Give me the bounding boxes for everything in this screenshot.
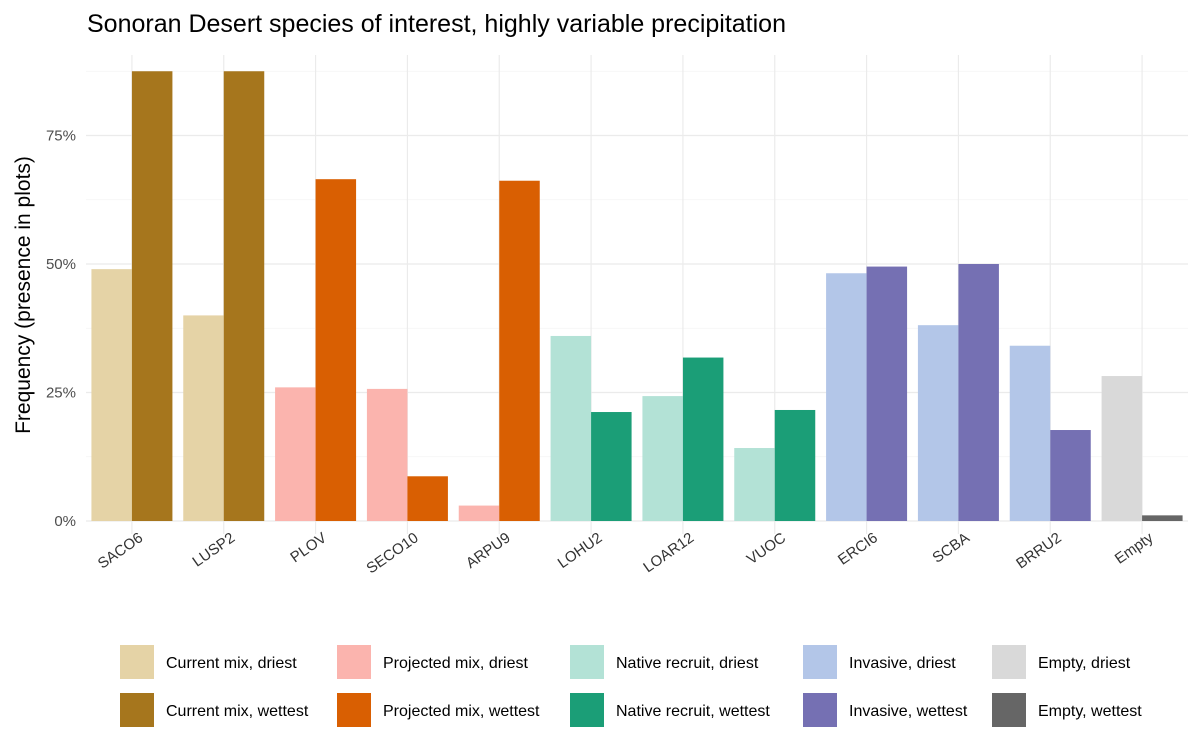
bar-scba-driest xyxy=(917,325,959,521)
legend-key xyxy=(337,645,371,679)
legend-label: Empty, wettest xyxy=(1038,703,1142,720)
legend-label: Invasive, wettest xyxy=(849,703,968,720)
bar-loar12-wettest xyxy=(682,357,724,521)
legend-label: Native recruit, wettest xyxy=(616,703,770,720)
y-tick-label: 50% xyxy=(46,256,76,273)
bar-seco10-wettest xyxy=(407,476,448,521)
bar-lusp2-wettest xyxy=(223,71,265,521)
legend-key xyxy=(337,693,371,727)
bar-empty-wettest xyxy=(1142,515,1183,521)
y-axis-ticks: 0% 25% 50% 75% xyxy=(46,128,76,531)
legend-label: Projected mix, driest xyxy=(383,655,528,672)
y-tick-label: 75% xyxy=(46,128,76,145)
y-axis-title: Frequency (presence in plots) xyxy=(12,156,35,434)
bar-saco6-driest xyxy=(91,269,132,521)
bar-brru2-wettest xyxy=(1050,430,1091,521)
x-axis-ticks: SACO6 LUSP2 PLOV SECO10 ARPU9 LOHU2 LOAR12 VUOC… xyxy=(95,529,1157,577)
legend: Current mix, driest Current mix, wettest P… xyxy=(120,645,1142,727)
x-tick-label: VUOC xyxy=(744,529,789,568)
x-tick-label: PLOV xyxy=(287,529,330,566)
bar-erci6-wettest xyxy=(866,266,908,521)
bar-empty-driest xyxy=(1101,376,1143,521)
bar-vuoc-driest xyxy=(734,448,775,521)
x-tick-label: SACO6 xyxy=(95,529,146,572)
bar-seco10-driest xyxy=(366,388,408,521)
bar-saco6-wettest xyxy=(131,71,173,521)
legend-label: Empty, driest xyxy=(1038,655,1131,672)
bar-arpu9-driest xyxy=(458,505,500,521)
x-tick-label: ERCI6 xyxy=(835,529,881,568)
legend-label: Invasive, driest xyxy=(849,655,956,672)
x-tick-label: SECO10 xyxy=(363,529,421,577)
x-tick-label: Empty xyxy=(1112,529,1157,568)
legend-label: Native recruit, driest xyxy=(616,655,759,672)
legend-label: Current mix, wettest xyxy=(166,703,309,720)
legend-key xyxy=(992,693,1026,727)
legend-key xyxy=(570,693,604,727)
x-tick-label: LUSP2 xyxy=(189,529,238,570)
x-tick-label: LOHU2 xyxy=(555,529,606,572)
bar-scba-wettest xyxy=(958,264,999,521)
legend-label: Current mix, driest xyxy=(166,655,297,672)
x-tick-label: ARPU9 xyxy=(463,529,514,572)
y-tick-label: 25% xyxy=(46,385,76,402)
legend-key xyxy=(120,693,154,727)
bar-loar12-driest xyxy=(642,396,683,521)
x-tick-label: SCBA xyxy=(929,529,972,566)
bar-lusp2-driest xyxy=(183,315,224,521)
chart-title: Sonoran Desert species of interest, high… xyxy=(87,10,786,38)
bar-plov-wettest xyxy=(315,179,357,521)
legend-key xyxy=(570,645,604,679)
bar-vuoc-wettest xyxy=(774,409,816,521)
x-tick-label: BRRU2 xyxy=(1013,529,1064,572)
bar-brru2-driest xyxy=(1009,345,1051,521)
bar-erci6-driest xyxy=(826,273,867,521)
bar-lohu2-wettest xyxy=(591,412,632,521)
legend-key xyxy=(992,645,1026,679)
legend-key xyxy=(120,645,154,679)
legend-label: Projected mix, wettest xyxy=(383,703,540,720)
legend-key xyxy=(803,693,837,727)
bar-arpu9-wettest xyxy=(499,180,540,522)
bars-layer xyxy=(91,71,1183,522)
y-tick-label: 0% xyxy=(54,513,76,530)
bar-lohu2-driest xyxy=(550,335,592,521)
legend-key xyxy=(803,645,837,679)
bar-plov-driest xyxy=(275,387,316,521)
x-tick-label: LOAR12 xyxy=(640,529,697,576)
